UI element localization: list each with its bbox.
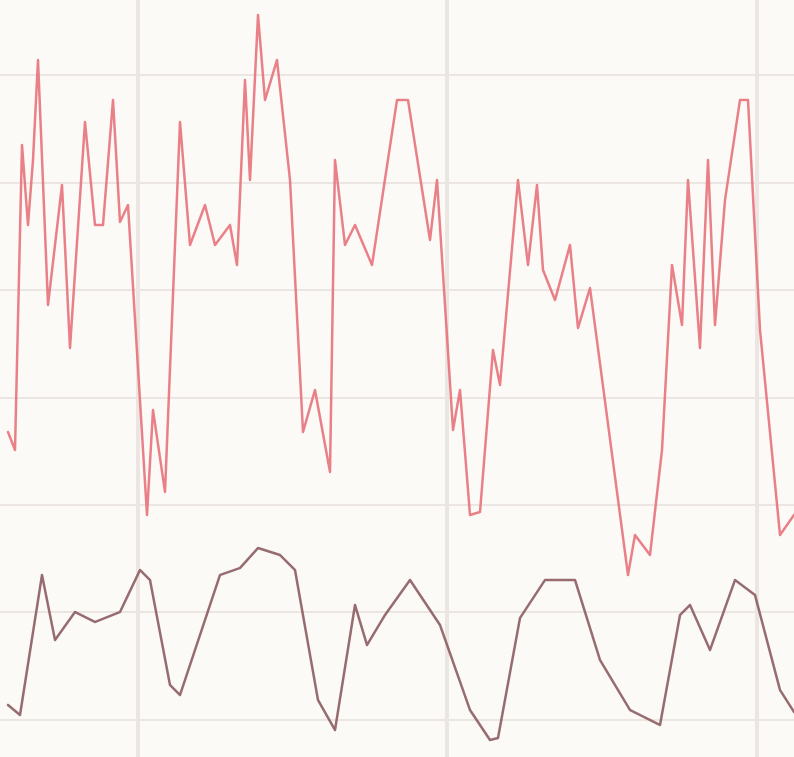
line-series <box>6 546 794 742</box>
line-series <box>6 13 794 577</box>
